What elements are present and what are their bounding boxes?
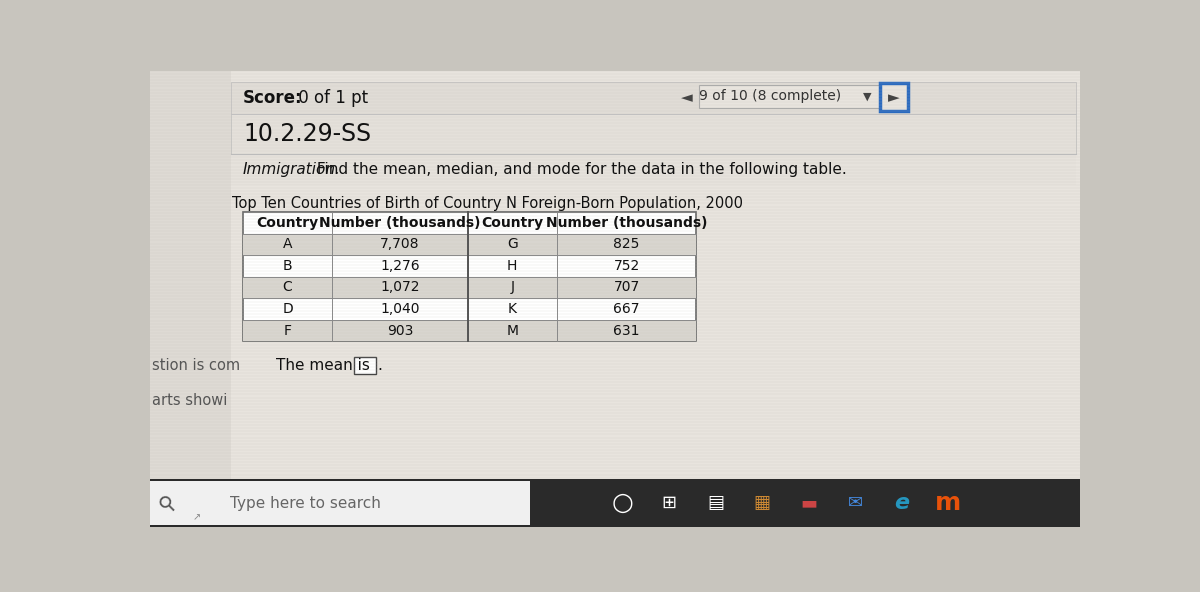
Text: 667: 667	[613, 302, 640, 316]
FancyBboxPatch shape	[232, 82, 1076, 114]
Text: stion is com: stion is com	[151, 358, 240, 374]
Text: K: K	[508, 302, 517, 316]
Text: 631: 631	[613, 324, 640, 337]
Text: Top Ten Countries of Birth of Country N Foreign-Born Population, 2000: Top Ten Countries of Birth of Country N …	[232, 196, 743, 211]
Text: D: D	[282, 302, 293, 316]
Text: 1,040: 1,040	[380, 302, 420, 316]
FancyBboxPatch shape	[242, 212, 696, 342]
Text: 9 of 10 (8 complete): 9 of 10 (8 complete)	[698, 89, 841, 104]
Text: ↗: ↗	[192, 513, 200, 523]
Text: 0 of 1 pt: 0 of 1 pt	[293, 89, 368, 107]
Text: Number (thousands): Number (thousands)	[546, 215, 707, 230]
Text: ▬: ▬	[800, 494, 817, 512]
Text: C: C	[283, 281, 293, 294]
Text: Find the mean, median, and mode for the data in the following table.: Find the mean, median, and mode for the …	[312, 162, 847, 177]
Text: 707: 707	[613, 281, 640, 294]
Text: .: .	[378, 358, 383, 374]
FancyBboxPatch shape	[242, 233, 696, 255]
Text: G: G	[506, 237, 517, 251]
Text: 1,276: 1,276	[380, 259, 420, 273]
Text: The mean is: The mean is	[276, 358, 370, 374]
Text: ○: ○	[612, 491, 634, 515]
Text: J: J	[510, 281, 515, 294]
Text: F: F	[283, 324, 292, 337]
Text: ◄: ◄	[682, 91, 692, 105]
Text: M: M	[506, 324, 518, 337]
Text: 903: 903	[386, 324, 413, 337]
FancyBboxPatch shape	[880, 83, 908, 111]
Text: 1,072: 1,072	[380, 281, 420, 294]
Text: Country: Country	[257, 215, 319, 230]
Text: m: m	[935, 491, 961, 515]
FancyBboxPatch shape	[242, 276, 696, 298]
FancyBboxPatch shape	[242, 320, 696, 342]
FancyBboxPatch shape	[354, 358, 376, 374]
Text: ⚲: ⚲	[155, 491, 180, 516]
Text: Number (thousands): Number (thousands)	[319, 215, 481, 230]
FancyBboxPatch shape	[232, 114, 1076, 154]
Text: 7,708: 7,708	[380, 237, 420, 251]
Text: ▼: ▼	[864, 91, 872, 101]
Text: e: e	[894, 493, 910, 513]
Text: ⊞: ⊞	[661, 494, 677, 512]
Text: ✉: ✉	[847, 494, 863, 512]
Text: Score:: Score:	[242, 89, 302, 107]
FancyBboxPatch shape	[232, 71, 1080, 479]
Text: Country: Country	[481, 215, 544, 230]
Text: Immigration.: Immigration.	[242, 162, 341, 177]
Text: H: H	[508, 259, 517, 273]
Text: Type here to search: Type here to search	[229, 496, 380, 510]
FancyBboxPatch shape	[150, 481, 529, 525]
FancyBboxPatch shape	[232, 154, 1076, 185]
Text: B: B	[283, 259, 293, 273]
Text: 10.2.29-SS: 10.2.29-SS	[242, 122, 371, 146]
Text: A: A	[283, 237, 293, 251]
FancyBboxPatch shape	[150, 71, 232, 479]
Text: 825: 825	[613, 237, 640, 251]
Text: ▤: ▤	[707, 494, 725, 512]
Text: ▦: ▦	[754, 494, 770, 512]
FancyBboxPatch shape	[150, 479, 1080, 527]
Text: 752: 752	[613, 259, 640, 273]
Text: arts showi: arts showi	[151, 393, 227, 408]
FancyBboxPatch shape	[698, 85, 881, 108]
Text: ►: ►	[888, 90, 900, 105]
